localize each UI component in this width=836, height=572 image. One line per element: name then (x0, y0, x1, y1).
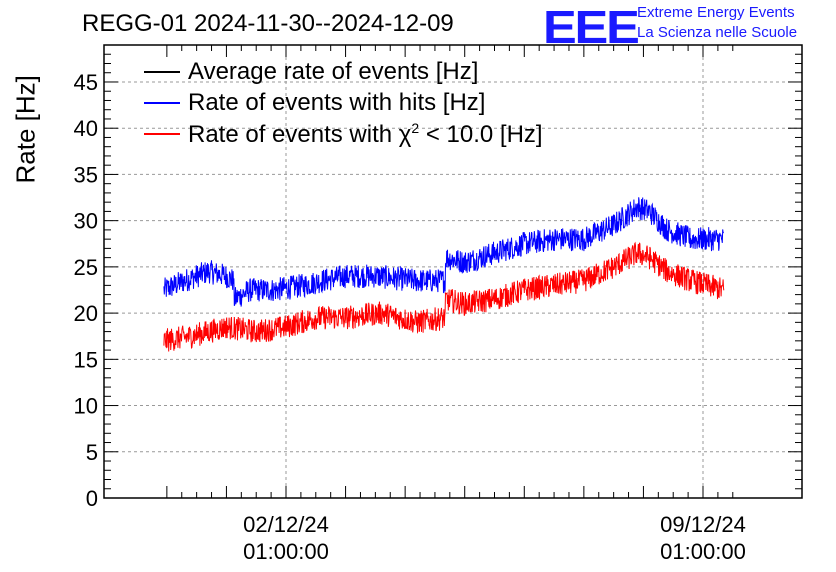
y-tick-label: 5 (86, 440, 98, 465)
legend-swatch-average (144, 71, 180, 73)
y-tick-labels: 0 5 10 15 20 25 30 35 40 45 (74, 70, 98, 511)
y-tick-label: 45 (74, 70, 98, 95)
x-tick-date-1: 09/12/24 (660, 512, 746, 537)
plot-frame (103, 44, 803, 499)
x-tick-label-1: 09/12/24 01:00:00 (633, 511, 773, 565)
legend-chi2-symbol: χ (398, 121, 412, 148)
axis-ticks (104, 44, 802, 499)
eee-logo: EEE (543, 1, 640, 53)
y-tick-label: 30 (74, 209, 98, 234)
series-chi2-line (163, 241, 725, 352)
chart-title: REGG-01 2024-11-30--2024-12-09 (82, 10, 454, 37)
series-hits-line (163, 197, 725, 307)
legend-label-chi2: Rate of events with χ2 < 10.0 [Hz] (188, 120, 543, 149)
x-tick-date-0: 02/12/24 (243, 512, 329, 537)
legend-chi2-suffix: < 10.0 [Hz] (419, 121, 543, 148)
y-axis-label: Rate [Hz] (10, 75, 41, 184)
y-tick-label: 40 (74, 116, 98, 141)
x-tick-time-1: 01:00:00 (660, 539, 746, 564)
logo-line-2: La Scienza nelle Scuole (637, 24, 798, 41)
y-tick-label: 25 (74, 255, 98, 280)
legend-swatch-hits (144, 102, 180, 104)
x-tick-label-0: 02/12/24 01:00:00 (216, 511, 356, 565)
logo-line-1: Extreme Energy Events (637, 4, 795, 21)
legend-label-average: Average rate of events [Hz] (188, 58, 479, 85)
legend-swatch-chi2 (144, 133, 180, 135)
legend-chi2-prefix: Rate of events with (188, 121, 399, 148)
y-tick-label: 15 (74, 347, 98, 372)
legend-chi2-sup: 2 (411, 120, 420, 136)
x-tick-time-0: 01:00:00 (243, 539, 329, 564)
legend-label-hits: Rate of events with hits [Hz] (188, 89, 486, 116)
y-tick-label: 10 (74, 394, 98, 419)
y-tick-label: 35 (74, 162, 98, 187)
y-tick-label: 0 (86, 486, 98, 511)
series-layer (163, 197, 725, 352)
y-tick-label: 20 (74, 301, 98, 326)
